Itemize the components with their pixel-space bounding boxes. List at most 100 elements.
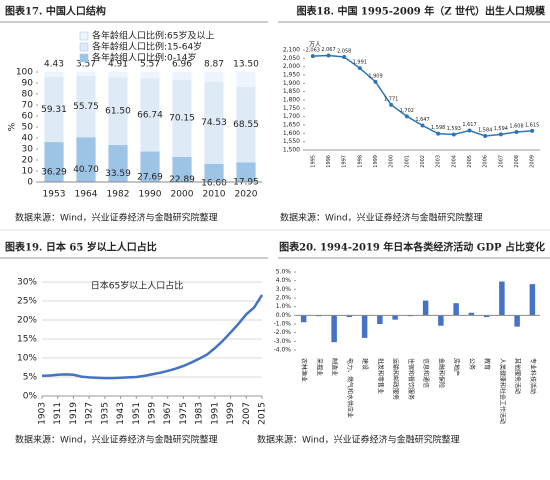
y-tick-label: 0 — [27, 178, 33, 188]
y-tick-label: 3.0% — [276, 286, 292, 293]
bar — [529, 284, 536, 316]
data-label: 8.87 — [204, 60, 224, 70]
y-axis-label: 万人 — [309, 42, 321, 49]
data-label: 17.95 — [233, 178, 259, 188]
marker — [404, 114, 409, 119]
x-tick-label: 1997 — [342, 155, 348, 168]
source: 数据来源：Wind，兴业证券经济与金融研究院整理 — [15, 212, 218, 224]
marker — [498, 132, 503, 137]
y-tick-label: 1,750 — [283, 105, 300, 112]
bar-segment — [108, 72, 128, 78]
bar-segment — [76, 71, 96, 76]
marker — [436, 131, 441, 136]
marker — [530, 128, 535, 133]
y-tick-label: 70 — [22, 101, 34, 111]
y-tick-label: 1,650 — [283, 122, 300, 129]
x-tick-label: 2007 — [242, 402, 252, 425]
bar-segment — [172, 156, 192, 182]
data-label: 1,593 — [447, 126, 461, 132]
bar — [300, 315, 307, 323]
data-label: 59.31 — [41, 105, 67, 115]
y-tick-label: 1,800 — [283, 97, 300, 104]
bar — [422, 300, 429, 316]
y-tick-label: -2.0% — [274, 329, 292, 336]
data-label: 74.53 — [201, 118, 227, 128]
data-label: 68.55 — [233, 120, 259, 130]
legend-swatch — [79, 31, 89, 41]
x-tick-label: 2008 — [514, 155, 520, 168]
chart-title: 图表19. 日本 65 岁以上人口占比 — [5, 241, 157, 254]
legend-label: 各年龄组人口比例:65岁及以上 — [92, 30, 215, 42]
y-tick-label: 20 — [22, 156, 34, 166]
data-label: 1,584 — [478, 128, 492, 134]
x-tick-label: 1975 — [179, 402, 189, 425]
bar-segment — [236, 162, 256, 182]
bar-segment — [44, 76, 64, 143]
marker — [342, 55, 347, 59]
y-tick-label: 2.0% — [276, 295, 292, 302]
data-label: 61.50 — [105, 107, 131, 117]
bar-segment — [44, 142, 64, 182]
bar-segment — [204, 72, 224, 82]
x-tick-label: 2004 — [451, 155, 457, 168]
y-tick-label: 25% — [17, 297, 37, 307]
bar — [499, 281, 505, 316]
x-tick-label: 1911 — [53, 402, 63, 425]
data-label: 3.57 — [76, 59, 96, 69]
bar-segment — [108, 77, 128, 146]
y-tick-label: 1,500 — [283, 147, 300, 154]
x-tick-label: 1935 — [100, 402, 110, 425]
y-tick-label: 30 — [22, 145, 34, 155]
x-tick-label: 1990 — [139, 190, 162, 200]
data-label: 1,594 — [494, 126, 508, 132]
x-tick-label: 1951 — [132, 402, 142, 425]
bar-segment — [236, 86, 256, 163]
bar-segment — [76, 137, 96, 182]
x-tick-label: 1953 — [43, 190, 66, 200]
y-tick-label: 50 — [22, 123, 34, 133]
data-label: 2,063 — [306, 48, 320, 54]
x-tick-label: 电力、燃气和水供应业 — [346, 358, 354, 418]
data-label: 1,909 — [368, 73, 382, 79]
bar — [331, 315, 337, 343]
y-tick-label: 40 — [22, 134, 34, 144]
data-label: 1,617 — [462, 122, 476, 128]
bar — [377, 315, 383, 324]
legend-label: 各年龄组人口比例:15-64岁 — [92, 41, 202, 53]
data-label: 1,771 — [384, 96, 398, 102]
x-tick-label: 1964 — [75, 190, 98, 200]
x-tick-label: 2020 — [235, 190, 258, 200]
y-tick-label: 1,950 — [283, 72, 300, 79]
x-tick-label: 2009 — [530, 155, 536, 168]
y-tick-label: 1,900 — [283, 80, 300, 87]
bar — [483, 315, 490, 318]
bar-segment — [204, 163, 224, 182]
data-label: 4.91 — [108, 60, 128, 70]
data-label: 6.96 — [172, 60, 192, 70]
y-tick-label: 10% — [17, 354, 37, 364]
bar-segment — [44, 71, 64, 77]
x-tick-label: 制造业 — [331, 358, 339, 376]
x-tick-label: 2007 — [498, 155, 504, 168]
x-tick-label: 金融和保险 — [437, 358, 445, 388]
marker — [483, 134, 488, 138]
bar-segment — [140, 78, 160, 152]
y-tick-label: 1,700 — [283, 113, 300, 120]
x-tick-label: 信息和通信 — [422, 358, 430, 388]
x-tick-label: 运输和邮政服务 — [392, 358, 400, 400]
x-tick-label: 2000 — [389, 155, 395, 168]
bar-segment — [140, 72, 160, 79]
x-tick-label: 教育 — [483, 358, 491, 370]
chart-title: 图表20. 1994-2019 年日本各类经济活动 GDP 占比变化 — [279, 241, 545, 254]
y-tick-label: 2,050 — [283, 55, 300, 62]
legend-label: 各年龄组人口比例:0-14岁 — [92, 52, 196, 64]
bar-segment — [172, 79, 192, 157]
y-tick-label: -4.0% — [274, 347, 292, 354]
y-tick-label: 5.0% — [276, 269, 292, 276]
data-label: 27.69 — [137, 172, 163, 182]
x-tick-label: 1991 — [210, 402, 220, 425]
y-tick-label: 10 — [22, 167, 34, 177]
marker — [514, 130, 519, 134]
x-tick-label: 2001 — [404, 155, 410, 168]
